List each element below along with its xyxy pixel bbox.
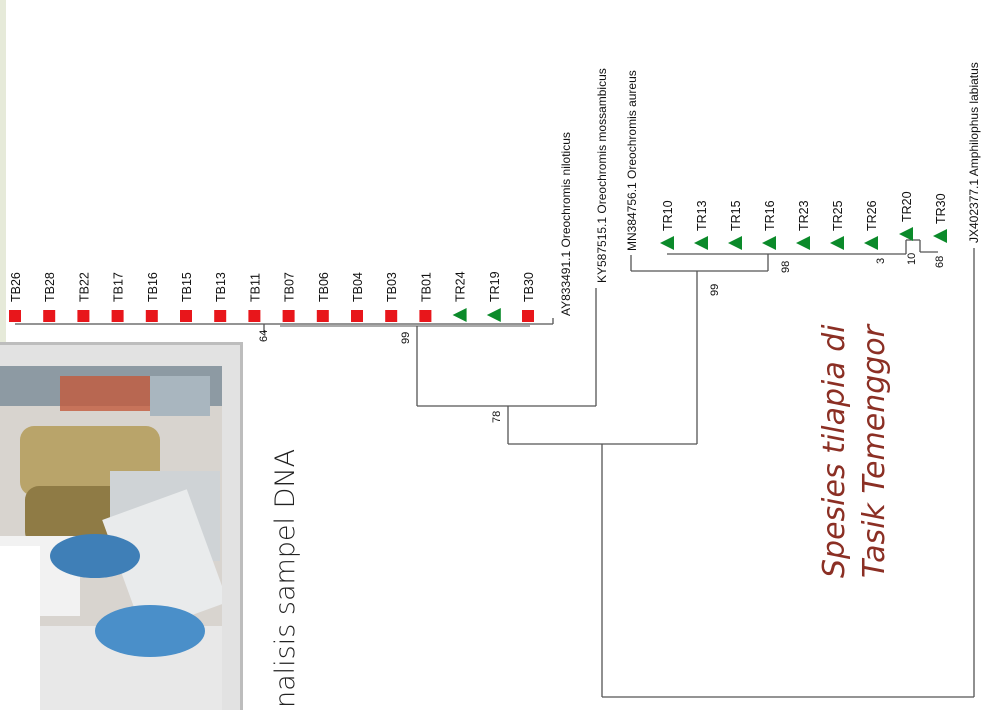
leaf-label: TB13 [214,272,228,302]
reference-label: AY833491.1 Oreochromis niloticus [559,132,573,316]
marker-square [351,310,363,322]
leaf-label: TB26 [9,272,23,302]
tree-branches [15,239,975,698]
marker-triangle [933,229,947,243]
bootstrap-99: 99 [400,332,412,344]
leaf-label: TB22 [77,272,91,302]
reference-label: MN384756.1 Oreochromis aureus [625,70,639,251]
marker-triangle [452,308,467,322]
marker-square [43,310,56,322]
marker-triangle [660,236,674,250]
leaf-label: TB28 [43,272,57,302]
marker-triangle [796,236,810,250]
marker-triangle [864,236,878,250]
leaf-label: TB11 [248,273,262,302]
leaf-label: TR24 [454,271,468,302]
marker-square [316,310,329,322]
leaf-label: TR15 [729,200,743,231]
marker-square [145,310,158,322]
marker-square [180,310,192,322]
marker-square [522,310,534,322]
leaf-labels: TB26 TB28 TB22 TB17 TB16 TB15 TB13 TB11 TB07 TB06… [9,191,948,302]
bootstrap-78: 78 [491,411,503,423]
leaf-label: TR16 [763,200,777,231]
bootstrap-99: 99 [709,284,721,296]
leaf-label: TB04 [351,272,365,302]
marker-triangle [694,236,708,250]
leaf-label: TB01 [419,272,433,302]
marker-square [111,310,124,322]
bootstrap-98: 98 [780,261,792,273]
marker-square [419,310,432,322]
marker-triangle [762,236,776,250]
bootstrap-labels: 64 99 78 99 98 3 10 68 [258,253,946,423]
bootstrap-64: 64 [258,330,270,342]
leaf-label: TB03 [385,272,399,302]
marker-triangle [899,227,913,241]
marker-triangle [830,236,844,250]
leaf-label: TR13 [695,200,709,231]
marker-triangle [728,236,742,250]
lab-photo [0,366,222,710]
leaf-label: TB07 [283,272,297,302]
leaf-label: TR26 [865,200,879,231]
leaf-label: TB06 [317,272,331,302]
reference-label: KY587515.1 Oreochromis mossambicus [595,68,609,283]
leaf-label: TB16 [146,272,160,302]
marker-square [214,310,227,322]
marker-square [77,310,90,322]
bootstrap-10: 10 [906,253,918,265]
marker-square [9,310,21,322]
marker-square [248,310,261,322]
marker-square [282,310,295,322]
leaf-label: TR30 [934,193,948,224]
bootstrap-68: 68 [934,256,946,268]
reference-labels: AY833491.1 Oreochromis niloticus KY587515… [559,62,981,316]
leaf-label: TR20 [900,191,914,222]
leaf-markers [9,227,947,322]
leaf-label: TR25 [831,200,845,231]
marker-triangle [486,308,501,322]
leaf-label: TB15 [180,272,194,302]
bootstrap-3: 3 [875,258,887,264]
leaf-label: TR19 [488,271,502,302]
leaf-label: TR23 [797,200,811,231]
marker-square [385,310,398,322]
leaf-label: TB17 [112,272,126,302]
leaf-label: TB30 [522,272,536,302]
reference-label: JX402377.1 Amphilophus labiatus [967,62,981,243]
leaf-label: TR10 [661,200,675,231]
